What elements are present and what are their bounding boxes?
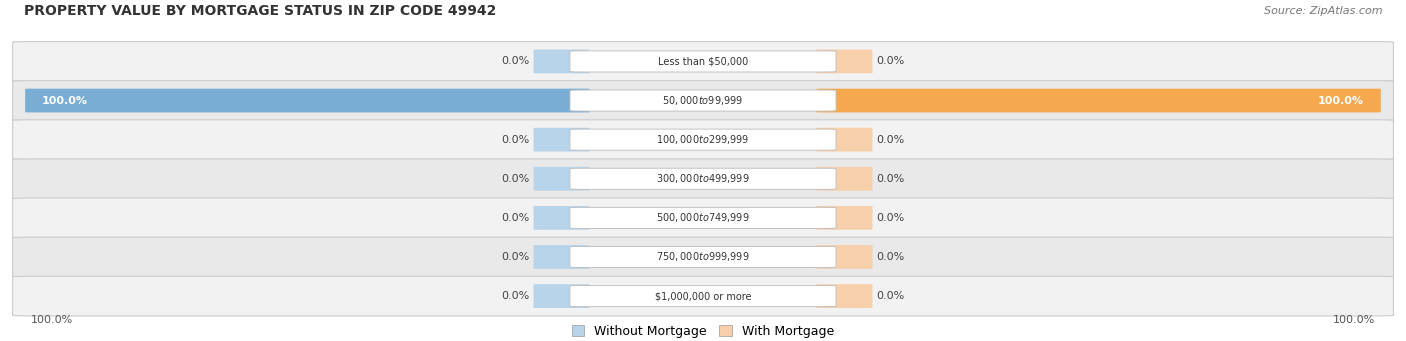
FancyBboxPatch shape: [533, 245, 589, 269]
FancyBboxPatch shape: [817, 89, 1381, 113]
Text: 100.0%: 100.0%: [42, 95, 89, 106]
FancyBboxPatch shape: [13, 198, 1393, 238]
FancyBboxPatch shape: [533, 167, 589, 191]
Text: Source: ZipAtlas.com: Source: ZipAtlas.com: [1264, 6, 1382, 16]
FancyBboxPatch shape: [569, 247, 837, 268]
FancyBboxPatch shape: [817, 206, 873, 230]
Text: 0.0%: 0.0%: [877, 174, 905, 184]
FancyBboxPatch shape: [533, 284, 589, 308]
FancyBboxPatch shape: [533, 206, 589, 230]
Text: PROPERTY VALUE BY MORTGAGE STATUS IN ZIP CODE 49942: PROPERTY VALUE BY MORTGAGE STATUS IN ZIP…: [24, 4, 496, 18]
FancyBboxPatch shape: [13, 276, 1393, 316]
FancyBboxPatch shape: [13, 237, 1393, 277]
Text: 0.0%: 0.0%: [501, 213, 529, 223]
FancyBboxPatch shape: [533, 128, 589, 151]
Text: $50,000 to $99,999: $50,000 to $99,999: [662, 94, 744, 107]
FancyBboxPatch shape: [569, 90, 837, 111]
FancyBboxPatch shape: [569, 129, 837, 150]
FancyBboxPatch shape: [817, 167, 873, 191]
FancyBboxPatch shape: [25, 89, 589, 113]
Text: 0.0%: 0.0%: [501, 174, 529, 184]
Text: 100.0%: 100.0%: [1333, 315, 1375, 325]
FancyBboxPatch shape: [817, 49, 873, 73]
Text: 0.0%: 0.0%: [501, 135, 529, 145]
Text: 0.0%: 0.0%: [501, 57, 529, 66]
Text: 0.0%: 0.0%: [501, 252, 529, 262]
Text: 0.0%: 0.0%: [877, 291, 905, 301]
FancyBboxPatch shape: [13, 159, 1393, 199]
FancyBboxPatch shape: [13, 42, 1393, 81]
Text: 0.0%: 0.0%: [877, 57, 905, 66]
FancyBboxPatch shape: [569, 51, 837, 72]
Text: 0.0%: 0.0%: [877, 213, 905, 223]
FancyBboxPatch shape: [817, 128, 873, 151]
Text: 100.0%: 100.0%: [31, 315, 73, 325]
Text: $750,000 to $999,999: $750,000 to $999,999: [657, 251, 749, 264]
Legend: Without Mortgage, With Mortgage: Without Mortgage, With Mortgage: [567, 320, 839, 341]
FancyBboxPatch shape: [569, 207, 837, 228]
Text: 0.0%: 0.0%: [877, 135, 905, 145]
FancyBboxPatch shape: [533, 49, 589, 73]
Text: $500,000 to $749,999: $500,000 to $749,999: [657, 211, 749, 224]
FancyBboxPatch shape: [569, 168, 837, 189]
Text: $300,000 to $499,999: $300,000 to $499,999: [657, 172, 749, 185]
Text: 0.0%: 0.0%: [501, 291, 529, 301]
Text: $100,000 to $299,999: $100,000 to $299,999: [657, 133, 749, 146]
Text: 100.0%: 100.0%: [1317, 95, 1364, 106]
FancyBboxPatch shape: [817, 284, 873, 308]
FancyBboxPatch shape: [817, 245, 873, 269]
Text: $1,000,000 or more: $1,000,000 or more: [655, 291, 751, 301]
FancyBboxPatch shape: [13, 81, 1393, 120]
FancyBboxPatch shape: [569, 285, 837, 307]
Text: 0.0%: 0.0%: [877, 252, 905, 262]
Text: Less than $50,000: Less than $50,000: [658, 57, 748, 66]
FancyBboxPatch shape: [13, 120, 1393, 160]
